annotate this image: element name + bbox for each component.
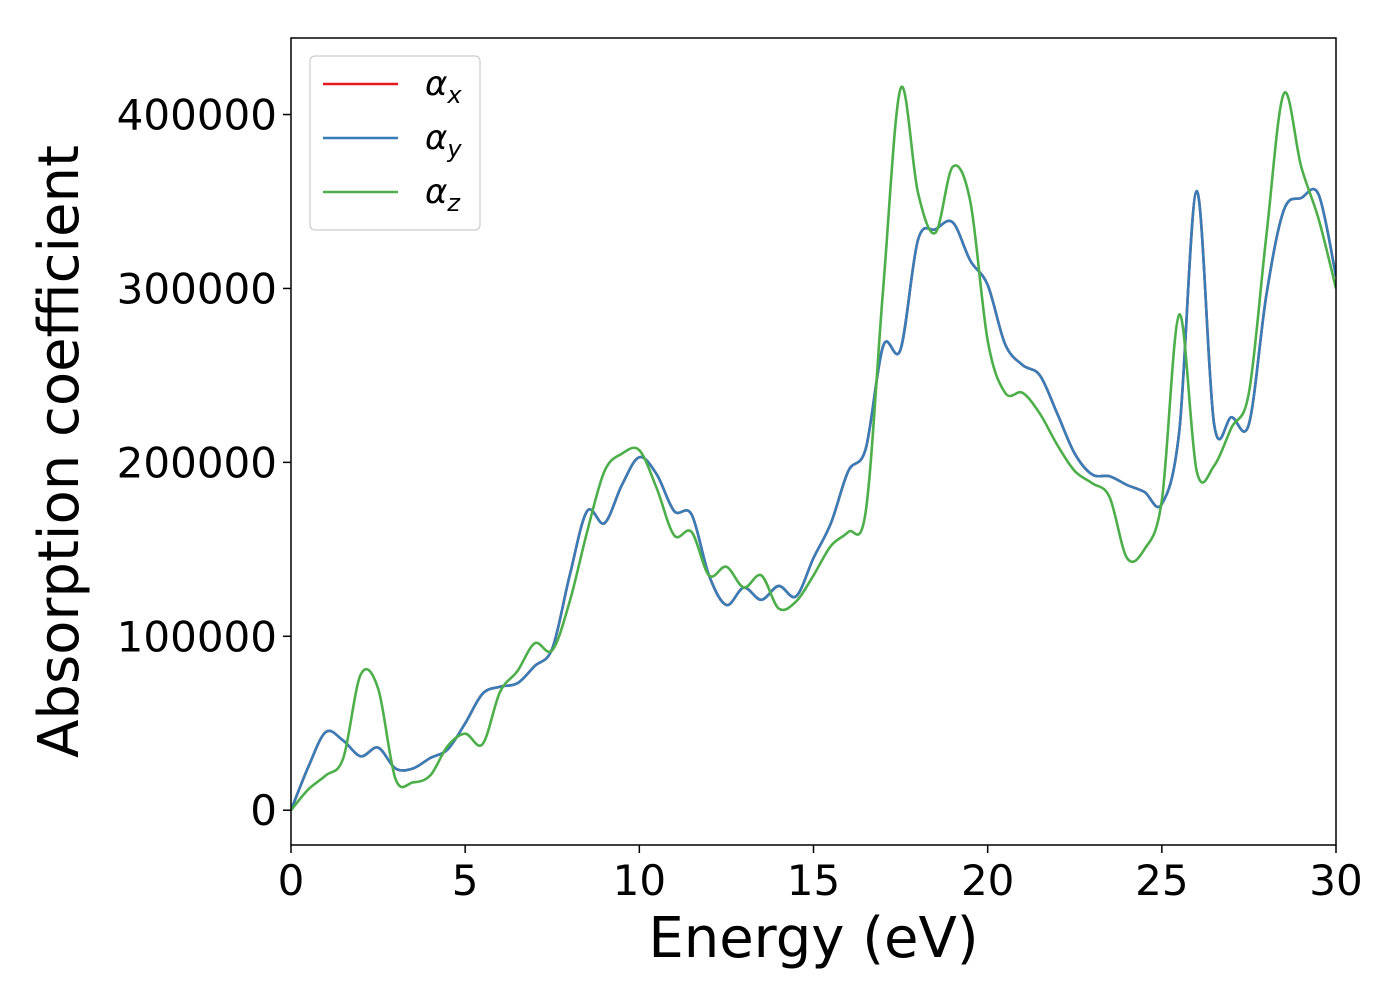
legend-label-alpha-y: αy	[425, 118, 462, 163]
legend-subscript: z	[446, 189, 461, 217]
y-axis-label: Absorption coefficient	[27, 145, 92, 758]
series-line-alpha-x	[291, 187, 1336, 811]
y-tick-label: 100000	[117, 612, 277, 661]
x-tick-label: 25	[1135, 856, 1188, 905]
legend-label-alpha-x: αx	[425, 64, 462, 109]
legend-box	[309, 55, 481, 231]
y-tick-label: 400000	[117, 91, 277, 140]
y-tick-label: 200000	[117, 438, 277, 487]
series-layer	[291, 85, 1336, 812]
x-tick-label: 10	[613, 856, 666, 905]
series-line-alpha-y	[291, 187, 1336, 811]
series-line-alpha-z	[291, 85, 1336, 812]
x-tick-label: 0	[278, 856, 305, 905]
x-tick-label: 20	[961, 856, 1014, 905]
legend-subscript: x	[446, 81, 462, 109]
x-tick-label: 5	[452, 856, 479, 905]
x-tick-label: 15	[787, 856, 840, 905]
y-tick-label: 0	[250, 786, 277, 835]
legend-subscript: y	[446, 135, 462, 163]
x-tick-label: 30	[1309, 856, 1362, 905]
tick-layer: 0 5 10 15 20 25 30 0 100000 200000 300000 400000	[117, 91, 1363, 905]
x-axis-label: Energy (eV)	[648, 906, 978, 971]
y-tick-label: 300000	[117, 264, 277, 313]
